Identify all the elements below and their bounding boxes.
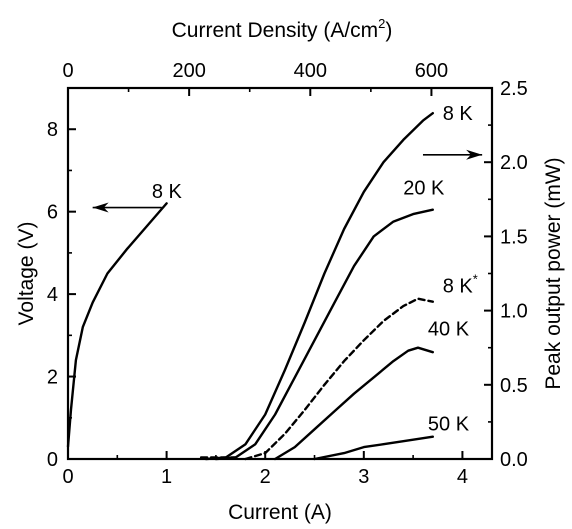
top-tick-label: 400 (294, 60, 327, 82)
x-axis-title-top: Current Density (A/cm2) (172, 16, 393, 42)
left-tick-label: 6 (47, 202, 58, 224)
series-line-0 (66, 202, 168, 448)
series-annotation-text: 20 K (403, 177, 445, 199)
series-line-5 (313, 435, 434, 461)
x-axis-title-top-sup: 2 (378, 16, 385, 31)
series-annotation-text: 8 K (443, 103, 474, 125)
series-line-1 (204, 112, 434, 461)
x-axis-title-top-end: ) (385, 19, 392, 42)
bottom-tick-label: 1 (161, 466, 172, 488)
bottom-tick-label: 3 (358, 466, 369, 488)
left-tick-label: 2 (47, 367, 58, 389)
top-tick-label: 200 (172, 60, 205, 82)
series-annotation: 8 K (152, 181, 183, 203)
y-axis-title-right: Peak output power (mW) (542, 157, 565, 389)
left-tick-label: 0 (47, 449, 58, 471)
series-line-4 (273, 346, 434, 461)
right-tick-label: 0.0 (500, 449, 528, 471)
series-group (66, 112, 434, 461)
series-annotation: 8 K (443, 103, 474, 125)
left-tick-label: 8 (47, 119, 58, 141)
top-tick-label: 600 (415, 60, 448, 82)
series-annotation-text: 40 K (428, 318, 470, 340)
x-axis-title-top-main: Current Density (A/cm (172, 19, 379, 42)
x-axis-title-bottom: Current (A) (228, 501, 332, 524)
series-annotation: 8 K* (443, 271, 478, 297)
annotations-group: 8 K8 K20 K8 K*40 K50 K (92, 103, 483, 435)
series-annotation-text: 50 K (428, 413, 470, 435)
top-tick-label: 0 (62, 60, 73, 82)
series-annotation-sup: * (473, 271, 478, 286)
series-annotation-text: 8 K (443, 275, 474, 297)
bottom-tick-label: 0 (62, 466, 73, 488)
series-annotation: 20 K (403, 177, 445, 199)
right-tick-label: 0.5 (500, 375, 528, 397)
series-annotation: 50 K (428, 413, 470, 435)
series-line-3 (244, 297, 434, 461)
axes-group: 0 1 2 3 4 0 200 400 600 0 2 4 6 8 0.0 0.5 1.0 1.5 2.0 2.5 (47, 60, 528, 488)
axis-titles-group: Current (A)Current Density (A/cm2)Voltag… (15, 16, 565, 524)
arrow-right-head (466, 149, 483, 160)
series-line-2 (214, 208, 434, 461)
right-tick-label: 2.5 (500, 78, 528, 100)
series-annotation-text: 8 K (152, 181, 183, 203)
bottom-tick-label: 2 (260, 466, 271, 488)
arrow-left-head (92, 202, 109, 213)
series-annotation: 40 K (428, 318, 470, 340)
left-tick-label: 4 (47, 284, 58, 306)
bottom-tick-label: 4 (457, 466, 468, 488)
right-tick-label: 2.0 (500, 152, 528, 174)
right-tick-label: 1.5 (500, 226, 528, 248)
y-axis-title-left: Voltage (V) (15, 222, 38, 326)
right-tick-label: 1.0 (500, 301, 528, 323)
